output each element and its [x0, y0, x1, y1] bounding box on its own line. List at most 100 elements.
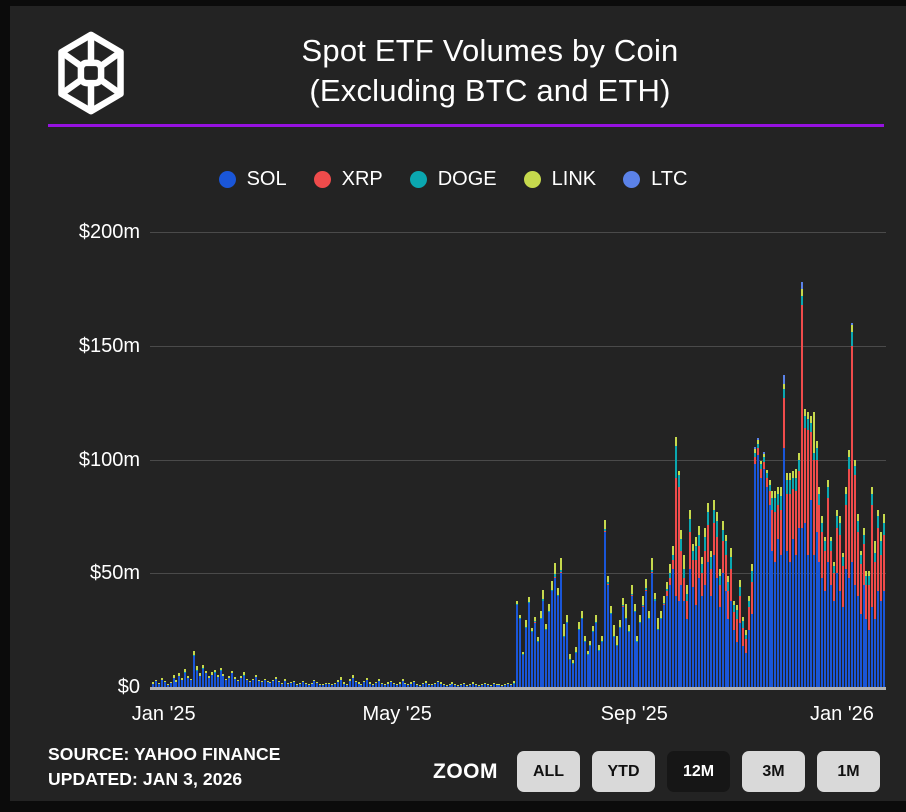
stacked-bar[interactable] [727, 575, 730, 687]
stacked-bar[interactable] [583, 635, 586, 687]
stacked-bar[interactable] [472, 682, 475, 687]
stacked-bar[interactable] [240, 676, 243, 687]
stacked-bar[interactable] [363, 680, 366, 687]
stacked-bar[interactable] [839, 516, 842, 687]
stacked-bar[interactable] [257, 680, 260, 687]
stacked-bar[interactable] [836, 509, 839, 687]
stacked-bar[interactable] [516, 600, 519, 687]
stacked-bar[interactable] [287, 683, 290, 687]
stacked-bar[interactable] [618, 619, 621, 687]
stacked-bar[interactable] [554, 563, 557, 687]
stacked-bar[interactable] [715, 511, 718, 687]
stacked-bar[interactable] [701, 557, 704, 687]
stacked-bar[interactable] [292, 680, 295, 687]
zoom-button-1m[interactable]: 1M [817, 751, 880, 792]
stacked-bar[interactable] [251, 678, 254, 687]
stacked-bar[interactable] [712, 500, 715, 687]
stacked-bar[interactable] [427, 683, 430, 687]
stacked-bar[interactable] [530, 628, 533, 687]
stacked-bar[interactable] [709, 550, 712, 687]
stacked-bar[interactable] [668, 564, 671, 687]
stacked-bar[interactable] [319, 683, 322, 687]
stacked-bar[interactable] [789, 473, 792, 687]
stacked-bar[interactable] [874, 541, 877, 687]
stacked-bar[interactable] [513, 681, 516, 687]
stacked-bar[interactable] [786, 473, 789, 687]
stacked-bar[interactable] [780, 486, 783, 687]
stacked-bar[interactable] [231, 671, 234, 687]
stacked-bar[interactable] [460, 684, 463, 687]
stacked-bar[interactable] [654, 592, 657, 687]
stacked-bar[interactable] [436, 680, 439, 687]
stacked-bar[interactable] [404, 683, 407, 687]
stacked-bar[interactable] [695, 536, 698, 687]
stacked-bar[interactable] [536, 637, 539, 687]
stacked-bar[interactable] [568, 654, 571, 687]
stacked-bar[interactable] [533, 616, 536, 687]
stacked-bar[interactable] [375, 681, 378, 687]
stacked-bar[interactable] [636, 635, 639, 687]
stacked-bar[interactable] [163, 681, 166, 687]
stacked-bar[interactable] [812, 411, 815, 687]
stacked-bar[interactable] [442, 684, 445, 687]
stacked-bar[interactable] [853, 459, 856, 687]
stacked-bar[interactable] [381, 683, 383, 687]
stacked-bar[interactable] [680, 530, 683, 687]
legend-item-sol[interactable]: SOL [218, 168, 287, 191]
stacked-bar[interactable] [190, 678, 193, 687]
stacked-bar[interactable] [777, 486, 780, 687]
stacked-bar[interactable] [645, 578, 648, 687]
stacked-bar[interactable] [665, 582, 668, 687]
stacked-bar[interactable] [366, 677, 369, 687]
stacked-bar[interactable] [624, 603, 627, 687]
stacked-bar[interactable] [419, 684, 422, 687]
stacked-bar[interactable] [612, 624, 615, 687]
stacked-bar[interactable] [794, 468, 797, 687]
stacked-bar[interactable] [466, 684, 469, 687]
stacked-bar[interactable] [187, 676, 190, 687]
stacked-bar[interactable] [527, 597, 530, 687]
stacked-bar[interactable] [507, 683, 510, 687]
stacked-bar[interactable] [742, 616, 745, 687]
stacked-bar[interactable] [589, 640, 592, 687]
stacked-bar[interactable] [289, 681, 292, 687]
stacked-bar[interactable] [803, 409, 806, 687]
stacked-bar[interactable] [633, 604, 636, 687]
stacked-bar[interactable] [413, 680, 416, 687]
stacked-bar[interactable] [753, 447, 756, 687]
stacked-bar[interactable] [184, 669, 187, 687]
stacked-bar[interactable] [354, 680, 357, 687]
stacked-bar[interactable] [630, 584, 633, 687]
stacked-bar[interactable] [504, 684, 507, 687]
stacked-bar[interactable] [433, 683, 436, 687]
stacked-bar[interactable] [542, 590, 545, 687]
zoom-button-ytd[interactable]: YTD [592, 751, 655, 792]
stacked-bar[interactable] [278, 681, 281, 687]
stacked-bar[interactable] [662, 596, 665, 687]
stacked-bar[interactable] [821, 516, 824, 687]
stacked-bar[interactable] [469, 683, 472, 687]
stacked-bar[interactable] [501, 684, 504, 687]
stacked-bar[interactable] [521, 651, 524, 687]
stacked-bar[interactable] [430, 684, 433, 687]
stacked-bar[interactable] [489, 684, 492, 687]
stacked-bar[interactable] [204, 671, 207, 687]
stacked-bar[interactable] [228, 676, 231, 687]
stacked-bar[interactable] [457, 684, 460, 687]
stacked-bar[interactable] [225, 678, 228, 687]
stacked-bar[interactable] [783, 375, 786, 687]
stacked-bar[interactable] [656, 617, 659, 687]
stacked-bar[interactable] [301, 681, 304, 687]
stacked-bar[interactable] [260, 681, 263, 687]
stacked-bar[interactable] [692, 543, 695, 687]
stacked-bar[interactable] [322, 684, 325, 687]
stacked-bar[interactable] [298, 682, 301, 687]
stacked-bar[interactable] [198, 673, 201, 687]
stacked-bar[interactable] [721, 520, 724, 687]
stacked-bar[interactable] [833, 561, 836, 687]
stacked-bar[interactable] [178, 672, 181, 687]
stacked-bar[interactable] [827, 480, 830, 687]
stacked-bar[interactable] [328, 682, 331, 687]
stacked-bar[interactable] [222, 673, 225, 687]
stacked-bar[interactable] [859, 550, 862, 687]
